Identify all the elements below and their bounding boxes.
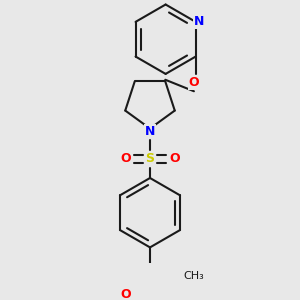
Text: O: O	[189, 76, 199, 89]
Text: O: O	[169, 152, 180, 165]
Text: N: N	[145, 125, 155, 138]
Text: O: O	[120, 288, 131, 300]
Text: CH₃: CH₃	[183, 271, 204, 281]
Text: N: N	[194, 15, 204, 28]
Text: O: O	[120, 152, 131, 165]
Text: S: S	[146, 152, 154, 165]
